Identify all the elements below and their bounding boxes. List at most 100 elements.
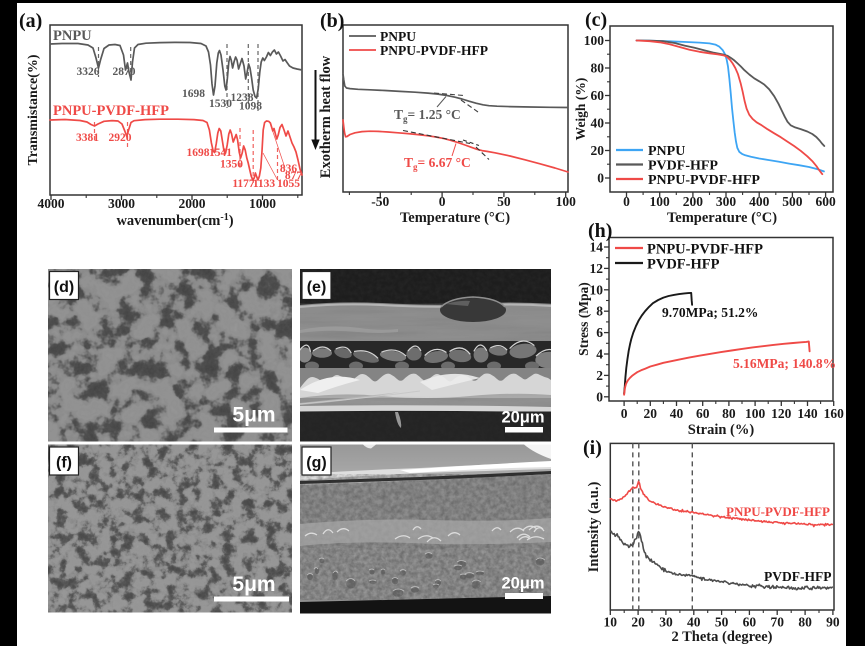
svg-text:Weigh (%): Weigh (%) (573, 78, 588, 141)
svg-text:60: 60 (696, 406, 710, 421)
svg-text:1000: 1000 (249, 196, 276, 211)
svg-text:1177: 1177 (232, 178, 255, 190)
svg-text:120: 120 (771, 406, 792, 421)
svg-text:PNPU-PVDF-HFP: PNPU-PVDF-HFP (647, 242, 763, 258)
svg-text:1530: 1530 (209, 98, 232, 110)
svg-text:40: 40 (591, 116, 605, 131)
svg-text:160: 160 (824, 406, 845, 421)
svg-text:9.70MPa; 51.2%: 9.70MPa; 51.2% (662, 305, 758, 320)
svg-text:0: 0 (623, 194, 630, 209)
svg-text:PVDF-HFP: PVDF-HFP (648, 159, 718, 174)
svg-text:2 Theta (degree): 2 Theta (degree) (672, 629, 773, 645)
svg-text:200: 200 (683, 194, 704, 209)
svg-text:0: 0 (596, 389, 603, 404)
svg-text:20μm: 20μm (501, 575, 544, 593)
svg-text:80: 80 (722, 406, 736, 421)
svg-text:500: 500 (782, 194, 803, 209)
svg-text:1098: 1098 (239, 101, 262, 113)
svg-text:PNPU-PVDF-HFP: PNPU-PVDF-HFP (648, 173, 760, 188)
svg-text:40: 40 (670, 406, 684, 421)
svg-text:1133: 1133 (253, 178, 276, 190)
svg-text:(b): (b) (320, 10, 344, 32)
svg-text:2000: 2000 (179, 196, 206, 211)
svg-text:3381: 3381 (76, 132, 99, 144)
svg-text:PVDF-HFP: PVDF-HFP (647, 257, 720, 273)
svg-text:4: 4 (596, 347, 603, 362)
svg-text:877: 877 (285, 170, 303, 182)
svg-text:3000: 3000 (108, 196, 135, 211)
svg-text:Tg= 1.25 °C: Tg= 1.25 °C (394, 107, 461, 124)
svg-text:300: 300 (716, 194, 737, 209)
svg-text:3326: 3326 (77, 66, 100, 78)
svg-text:Strain (%): Strain (%) (688, 422, 755, 438)
svg-text:5μm: 5μm (232, 404, 275, 427)
svg-text:PNPU-PVDF-HFP: PNPU-PVDF-HFP (380, 43, 488, 58)
svg-text:90: 90 (826, 615, 840, 630)
svg-text:1055: 1055 (277, 178, 300, 190)
svg-text:4000: 4000 (38, 196, 65, 211)
svg-text:80: 80 (591, 61, 605, 76)
svg-text:10: 10 (604, 615, 618, 630)
svg-text:wavenumber(cm-1): wavenumber(cm-1) (116, 212, 233, 230)
svg-text:2: 2 (596, 368, 603, 383)
svg-text:140: 140 (797, 406, 818, 421)
svg-text:(g): (g) (306, 455, 326, 472)
svg-text:1698: 1698 (182, 88, 205, 100)
svg-text:8: 8 (596, 304, 603, 319)
svg-text:30: 30 (659, 615, 673, 630)
svg-text:0: 0 (439, 194, 446, 209)
svg-text:(a): (a) (19, 10, 42, 32)
svg-text:50: 50 (715, 615, 729, 630)
svg-text:PNPU-PVDF-HFP: PNPU-PVDF-HFP (53, 103, 169, 119)
svg-text:Transmistance(%): Transmistance(%) (26, 54, 41, 165)
svg-text:Temperature (°C): Temperature (°C) (667, 210, 777, 226)
svg-text:400: 400 (749, 194, 770, 209)
svg-text:1238: 1238 (231, 92, 254, 104)
svg-text:2920: 2920 (109, 132, 132, 144)
svg-text:20: 20 (631, 615, 645, 630)
svg-text:PVDF-HFP: PVDF-HFP (764, 569, 831, 584)
svg-text:PNPU: PNPU (53, 28, 92, 44)
svg-text:Exotherm heat flow: Exotherm heat flow (318, 55, 334, 178)
svg-text:80: 80 (798, 615, 812, 630)
svg-text:100: 100 (584, 33, 605, 48)
svg-text:(f): (f) (56, 455, 72, 472)
svg-text:6: 6 (596, 325, 603, 340)
svg-text:(d): (d) (54, 279, 74, 296)
svg-text:5μm: 5μm (232, 573, 275, 596)
svg-text:100: 100 (650, 194, 671, 209)
svg-text:-50: -50 (371, 194, 389, 209)
svg-text:(h): (h) (588, 220, 612, 242)
svg-text:(i): (i) (583, 437, 602, 459)
svg-text:Stress (Mpa): Stress (Mpa) (576, 282, 591, 356)
svg-text:PNPU: PNPU (380, 29, 416, 44)
svg-text:70: 70 (771, 615, 785, 630)
svg-text:Tg= 6.67 °C: Tg= 6.67 °C (404, 155, 471, 172)
svg-text:0: 0 (621, 406, 628, 421)
svg-text:1350: 1350 (220, 159, 243, 171)
svg-text:1698: 1698 (187, 147, 210, 159)
svg-text:Temperature (°C): Temperature (°C) (400, 210, 510, 226)
svg-text:60: 60 (743, 615, 757, 630)
svg-text:2870: 2870 (113, 66, 136, 78)
svg-text:12: 12 (590, 261, 604, 276)
svg-text:100: 100 (556, 194, 577, 209)
svg-text:1541: 1541 (209, 147, 232, 159)
svg-text:20: 20 (591, 143, 605, 158)
svg-text:PNPU-PVDF-HFP: PNPU-PVDF-HFP (726, 504, 830, 519)
svg-text:50: 50 (497, 194, 511, 209)
svg-text:14: 14 (590, 240, 604, 255)
svg-text:PNPU: PNPU (648, 144, 685, 159)
svg-text:600: 600 (815, 194, 836, 209)
svg-text:40: 40 (687, 615, 701, 630)
svg-text:20: 20 (644, 406, 658, 421)
svg-text:5.16MPa; 140.8%: 5.16MPa; 140.8% (733, 356, 836, 371)
svg-text:Intensity (a.u.): Intensity (a.u.) (586, 482, 602, 573)
svg-text:(e): (e) (307, 279, 327, 296)
svg-text:(c): (c) (585, 9, 607, 31)
svg-text:60: 60 (591, 88, 605, 103)
svg-text:0: 0 (597, 171, 604, 186)
svg-text:100: 100 (745, 406, 766, 421)
svg-text:10: 10 (590, 282, 604, 297)
svg-text:20μm: 20μm (501, 409, 544, 427)
